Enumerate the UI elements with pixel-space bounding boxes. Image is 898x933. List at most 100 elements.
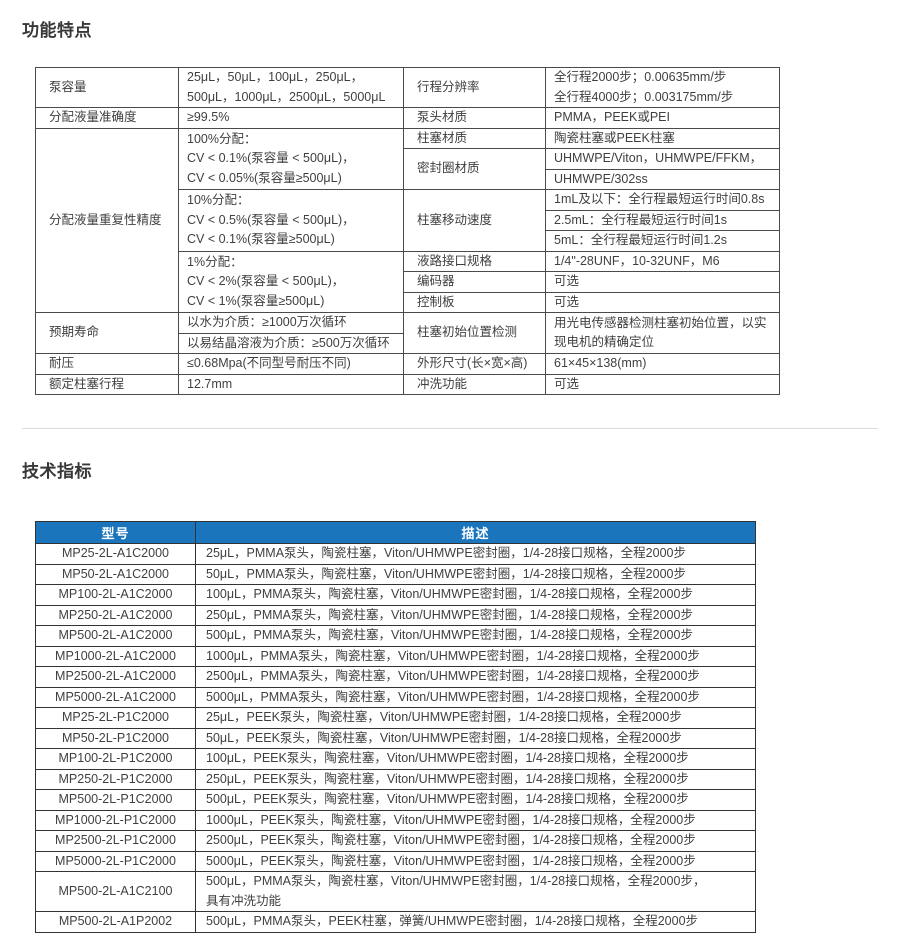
spec-value-cell: 61×45×138(mm) xyxy=(545,353,780,375)
spec-value-cell: 以易结晶溶液为介质：≥500万次循环 xyxy=(178,332,404,354)
spec-label-cell: 柱塞初始位置检测 xyxy=(403,312,546,354)
description-cell: 5000μL，PMMA泵头，陶瓷柱塞，Viton/UHMWPE密封圈，1/4-2… xyxy=(195,686,756,708)
spec-value-cell: UHMWPE/302ss xyxy=(545,168,780,190)
table-row: MP100-2L-A1C2000 100μL，PMMA泵头，陶瓷柱塞，Viton/… xyxy=(35,584,756,606)
table-row: MP25-2L-A1C2000 25μL，PMMA泵头，陶瓷柱塞，Viton/UH… xyxy=(35,543,756,565)
spec-label-cell: 密封圈材质 xyxy=(403,148,546,190)
model-cell: MP5000-2L-P1C2000 xyxy=(35,850,196,872)
spec-value-line: 100%分配： xyxy=(187,131,257,146)
description-cell: 100μL，PMMA泵头，陶瓷柱塞，Viton/UHMWPE密封圈，1/4-28… xyxy=(195,584,756,606)
spec-label-cell: 分配液量重复性精度 xyxy=(35,127,179,313)
spec-value-cell: PMMA，PEEK或PEI xyxy=(545,107,780,129)
spec-value-cell: 1/4"-28UNF，10-32UNF，M6 xyxy=(545,250,780,272)
spec-value-cell: 以水为介质：≥1000万次循环 xyxy=(178,312,404,334)
spec-value-line: 25μL，50μL，100μL，250μL， xyxy=(187,70,364,84)
description-cell: 25μL，PEEK泵头，陶瓷柱塞，Viton/UHMWPE密封圈，1/4-28接… xyxy=(195,707,756,729)
model-cell: MP25-2L-A1C2000 xyxy=(35,543,196,565)
spec-label-cell: 编码器 xyxy=(403,271,546,293)
description-cell: 250μL，PEEK泵头，陶瓷柱塞，Viton/UHMWPE密封圈，1/4-28… xyxy=(195,768,756,790)
description-line: 500μL，PMMA泵头，陶瓷柱塞，Viton/UHMWPE密封圈，1/4-28… xyxy=(206,874,706,888)
table-row: MP25-2L-P1C2000 25μL，PEEK泵头，陶瓷柱塞，Viton/UH… xyxy=(35,707,756,729)
model-cell: MP1000-2L-A1C2000 xyxy=(35,645,196,667)
table-row: MP50-2L-P1C2000 50μL，PEEK泵头，陶瓷柱塞，Viton/UH… xyxy=(35,727,756,749)
spec-value-cell: 全行程2000步；0.00635mm/步 全行程4000步；0.003175mm… xyxy=(545,67,780,108)
description-cell: 500μL，PMMA泵头，PEEK柱塞，弹簧/UHMWPE密封圈，1/4-28接… xyxy=(195,911,756,933)
table-row: MP250-2L-P1C2000 250μL，PEEK泵头，陶瓷柱塞，Viton/… xyxy=(35,768,756,790)
table-row: MP2500-2L-P1C2000 2500μL，PEEK泵头，陶瓷柱塞，Vito… xyxy=(35,830,756,852)
spec-value-cell: 100%分配： CV < 0.1%(泵容量 < 500μL)， CV < 0.0… xyxy=(178,127,404,190)
table-row: MP5000-2L-P1C2000 5000μL，PEEK泵头，陶瓷柱塞，Vito… xyxy=(35,850,756,872)
spec-label-cell: 分配液量准确度 xyxy=(35,107,179,129)
description-cell: 5000μL，PEEK泵头，陶瓷柱塞，Viton/UHMWPE密封圈，1/4-2… xyxy=(195,850,756,872)
description-cell: 25μL，PMMA泵头，陶瓷柱塞，Viton/UHMWPE密封圈，1/4-28接… xyxy=(195,543,756,565)
spec-value-cell: 10%分配： CV < 0.5%(泵容量 < 500μL)， CV < 0.1%… xyxy=(178,189,404,252)
table-row: MP5000-2L-A1C2000 5000μL，PMMA泵头，陶瓷柱塞，Vito… xyxy=(35,686,756,708)
model-cell: MP5000-2L-A1C2000 xyxy=(35,686,196,708)
table-row: MP500-2L-A1C2100 500μL，PMMA泵头，陶瓷柱塞，Viton… xyxy=(35,871,756,912)
spec-value-line: 1%分配： xyxy=(187,254,243,269)
section-divider xyxy=(22,428,878,429)
description-cell: 250μL，PMMA泵头，陶瓷柱塞，Viton/UHMWPE密封圈，1/4-28… xyxy=(195,604,756,626)
model-cell: MP500-2L-A1P2002 xyxy=(35,911,196,933)
spec-value-line: 全行程2000步；0.00635mm/步 xyxy=(554,70,727,84)
spec-label-cell: 柱塞材质 xyxy=(403,127,546,149)
table-row: 泵容量 25μL，50μL，100μL，250μL， 500μL，1000μL，… xyxy=(35,67,780,108)
table-row: MP500-2L-P1C2000 500μL，PEEK泵头，陶瓷柱塞，Viton/… xyxy=(35,789,756,811)
column-header-description: 描述 xyxy=(195,521,756,544)
table-row: MP500-2L-A1C2000 500μL，PMMA泵头，陶瓷柱塞，Viton/… xyxy=(35,625,756,647)
description-cell: 2500μL，PEEK泵头，陶瓷柱塞，Viton/UHMWPE密封圈，1/4-2… xyxy=(195,830,756,852)
spec-value-line: CV < 1%(泵容量≥500μL) xyxy=(187,293,325,308)
spec-value-cell: 2.5mL：全行程最短运行时间1s xyxy=(545,209,780,231)
description-cell: 500μL，PMMA泵头，陶瓷柱塞，Viton/UHMWPE密封圈，1/4-28… xyxy=(195,871,756,912)
spec-value-cell: ≥99.5% xyxy=(178,107,404,129)
spec-value-cell: 可选 xyxy=(545,271,780,293)
table-row: MP2500-2L-A1C2000 2500μL，PMMA泵头，陶瓷柱塞，Vito… xyxy=(35,666,756,688)
description-cell: 50μL，PEEK泵头，陶瓷柱塞，Viton/UHMWPE密封圈，1/4-28接… xyxy=(195,727,756,749)
spec-label-cell: 液路接口规格 xyxy=(403,250,546,272)
table-row: MP100-2L-P1C2000 100μL，PEEK泵头，陶瓷柱塞，Viton/… xyxy=(35,748,756,770)
description-cell: 2500μL，PMMA泵头，陶瓷柱塞，Viton/UHMWPE密封圈，1/4-2… xyxy=(195,666,756,688)
model-cell: MP2500-2L-A1C2000 xyxy=(35,666,196,688)
spec-value-cell: 25μL，50μL，100μL，250μL， 500μL，1000μL，2500… xyxy=(178,67,404,108)
column-header-model: 型号 xyxy=(35,521,196,544)
spec-value-line: 10%分配： xyxy=(187,193,250,207)
model-cell: MP50-2L-P1C2000 xyxy=(35,727,196,749)
model-cell: MP1000-2L-P1C2000 xyxy=(35,809,196,831)
section-title-specs: 技术指标 xyxy=(22,462,92,481)
spec-label-cell: 控制板 xyxy=(403,291,546,313)
spec-value-cell: 5mL：全行程最短运行时间1.2s xyxy=(545,230,780,252)
model-cell: MP500-2L-A1C2000 xyxy=(35,625,196,647)
description-cell: 1000μL，PEEK泵头，陶瓷柱塞，Viton/UHMWPE密封圈，1/4-2… xyxy=(195,809,756,831)
spec-value-cell: 可选 xyxy=(545,373,780,395)
spec-value-cell: UHMWPE/Viton，UHMWPE/FFKM， xyxy=(545,148,780,170)
spec-value-line: CV < 0.5%(泵容量 < 500μL)， xyxy=(187,212,355,227)
spec-value-cell: ≤0.68Mpa(不同型号耐压不同) xyxy=(178,353,404,375)
spec-value-cell: 陶瓷柱塞或PEEK柱塞 xyxy=(545,127,780,149)
spec-value-line: CV < 0.05%(泵容量≥500μL) xyxy=(187,170,342,185)
model-cell: MP250-2L-P1C2000 xyxy=(35,768,196,790)
table-row: UHMWPE/302ss xyxy=(36,168,780,190)
table-row: 1%分配： CV < 2%(泵容量 < 500μL)， CV < 1%(泵容量≥… xyxy=(36,250,780,313)
table-row: 密封圈材质 UHMWPE/Viton，UHMWPE/FFKM， xyxy=(36,148,780,190)
description-cell: 500μL，PMMA泵头，陶瓷柱塞，Viton/UHMWPE密封圈，1/4-28… xyxy=(195,625,756,647)
spec-label-cell: 冲洗功能 xyxy=(403,373,546,395)
table-row: 分配液量重复性精度 100%分配： CV < 0.1%(泵容量 < 500μL)… xyxy=(35,127,780,313)
description-cell: 100μL，PEEK泵头，陶瓷柱塞，Viton/UHMWPE密封圈，1/4-28… xyxy=(195,748,756,770)
spec-value-cell: 1mL及以下：全行程最短运行时间0.8s xyxy=(545,189,780,211)
spec-value-line: CV < 0.1%(泵容量≥500μL) xyxy=(187,232,335,246)
model-cell: MP50-2L-A1C2000 xyxy=(35,563,196,585)
table-row: 控制板 可选 xyxy=(36,291,780,313)
model-cell: MP100-2L-P1C2000 xyxy=(35,748,196,770)
spec-label-cell: 泵容量 xyxy=(35,67,179,108)
spec-value-cell: 12.7mm xyxy=(178,373,404,395)
table-row: 10%分配： CV < 0.5%(泵容量 < 500μL)， CV < 0.1%… xyxy=(36,189,780,252)
description-cell: 500μL，PEEK泵头，陶瓷柱塞，Viton/UHMWPE密封圈，1/4-28… xyxy=(195,789,756,811)
table-header-row: 型号 描述 xyxy=(35,521,756,544)
spec-value-cell: 可选 xyxy=(545,291,780,313)
models-table: 型号 描述 MP25-2L-A1C2000 25μL，PMMA泵头，陶瓷柱塞，Vi… xyxy=(35,521,756,933)
table-row: 预期寿命 以水为介质：≥1000万次循环 柱塞初始位置检测 用光电传感器检测柱塞… xyxy=(35,312,780,354)
model-cell: MP2500-2L-P1C2000 xyxy=(35,830,196,852)
table-row: 2.5mL：全行程最短运行时间1s xyxy=(36,209,780,231)
table-row: MP50-2L-A1C2000 50μL，PMMA泵头，陶瓷柱塞，Viton/UH… xyxy=(35,563,756,585)
spec-value-cell: 1%分配： CV < 2%(泵容量 < 500μL)， CV < 1%(泵容量≥… xyxy=(178,250,404,313)
